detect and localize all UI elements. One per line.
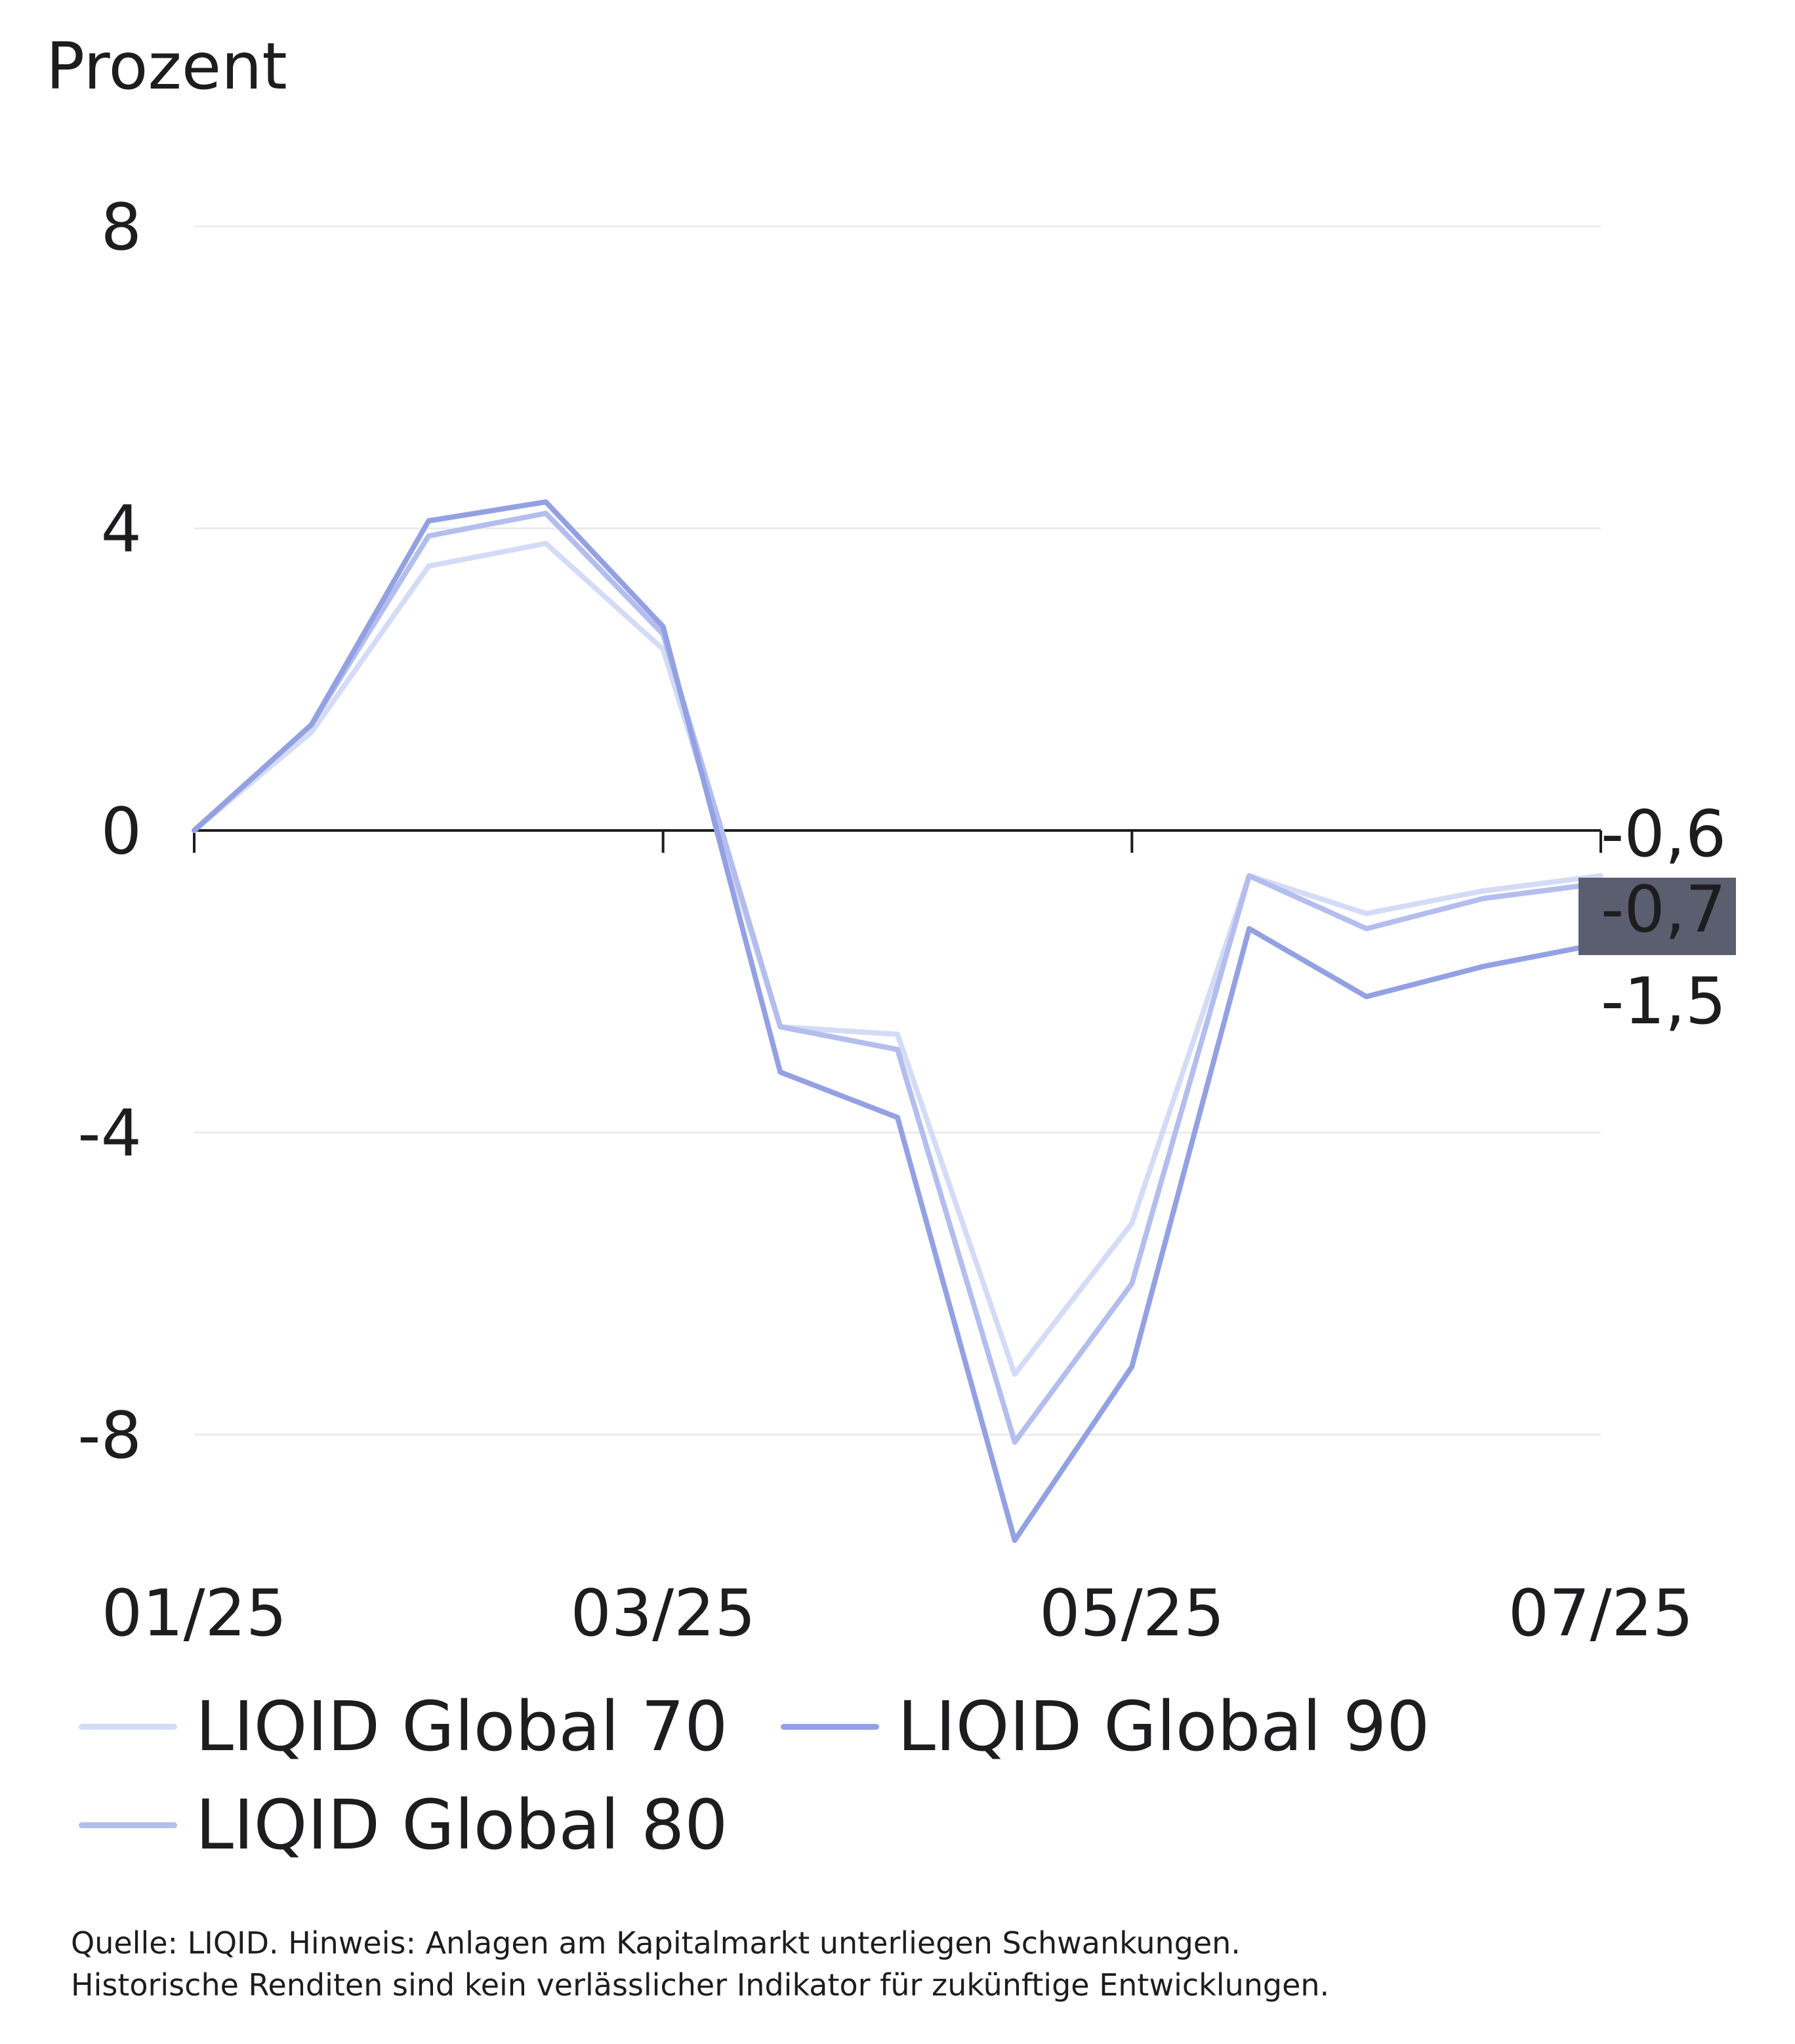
x-tick-label: 03/25 [570, 1576, 755, 1651]
x-tick-label: 07/25 [1508, 1576, 1693, 1651]
end-value-labels: -0,6-0,7 -1,5 [1578, 797, 1736, 1039]
legend-label-global-80: LIQID Global 80 [196, 1785, 728, 1865]
y-tick-label: -8 [77, 1399, 142, 1473]
source-note: Quelle: LIQID. Hinweis: Anlagen am Kapit… [71, 1922, 1750, 2006]
y-tick-label: 0 [101, 794, 142, 869]
y-axis-title: Prozent [46, 30, 287, 104]
x-tick-label: 01/25 [102, 1576, 287, 1651]
source-note-line-1: Quelle: LIQID. Hinweis: Anlagen am Kapit… [71, 1925, 1241, 1961]
series-lines [192, 499, 1603, 1543]
legend-item-global-90[interactable]: LIQID Global 90 [781, 1692, 1430, 1761]
end-label: -0,6 [1601, 797, 1726, 872]
x-axis: 01/25 03/25 05/25 07/25 [102, 829, 1693, 1651]
legend-label-global-70: LIQID Global 70 [196, 1686, 728, 1767]
legend-swatch-global-90 [781, 1723, 879, 1730]
series-line-1 [192, 541, 1603, 1377]
legend-swatch-global-80 [79, 1822, 177, 1828]
series-line-3 [192, 499, 1603, 1543]
legend-label-global-90: LIQID Global 90 [898, 1686, 1430, 1767]
y-tick-label: 4 [101, 493, 142, 567]
y-tick-label: 8 [101, 190, 142, 265]
legend-item-global-70[interactable]: LIQID Global 70 [79, 1692, 728, 1761]
highlight-box [1578, 878, 1736, 955]
source-note-line-2: Historische Renditen sind kein verlässli… [71, 1967, 1330, 2003]
line-chart: Prozent 8 4 0 -4 -8 01/25 03/25 05/25 07/25 -0,… [46, 30, 1736, 1651]
y-tick-label: -4 [77, 1097, 142, 1172]
legend-item-global-80[interactable]: LIQID Global 80 [79, 1791, 728, 1859]
gridlines [194, 225, 1601, 1436]
legend-swatch-global-70 [79, 1723, 177, 1730]
x-tick-label: 05/25 [1039, 1576, 1224, 1651]
end-label: -1,5 [1601, 964, 1726, 1039]
y-tick-labels: 8 4 0 -4 -8 [77, 190, 142, 1473]
end-label: -0,7 [1601, 872, 1726, 947]
series-line-2 [192, 510, 1603, 1445]
